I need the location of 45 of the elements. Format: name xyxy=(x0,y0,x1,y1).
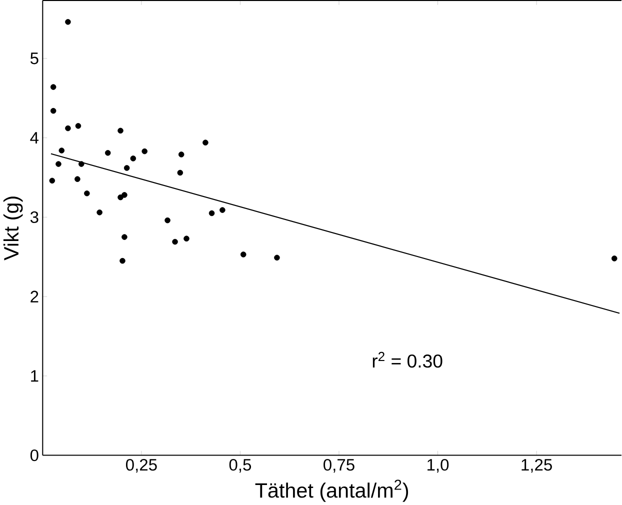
point xyxy=(142,148,148,154)
point xyxy=(120,258,126,264)
point xyxy=(75,122,82,129)
point xyxy=(118,128,124,134)
x-tick-label: 1,25 xyxy=(522,458,552,472)
y-axis-title: Vikt (g) xyxy=(3,196,23,260)
point xyxy=(202,140,208,146)
point xyxy=(208,210,215,216)
point xyxy=(84,190,90,196)
x-tick-label: 0,5 xyxy=(229,458,252,472)
point xyxy=(274,254,280,260)
point xyxy=(49,178,56,184)
x-tick-label: 0,25 xyxy=(126,458,157,472)
point xyxy=(65,125,71,132)
y-tick-label: 4 xyxy=(30,132,39,144)
y-tick-label: 5 xyxy=(30,52,38,64)
x-axis-title: Täthet (antal/m$^{2}$) xyxy=(255,480,408,502)
point xyxy=(130,155,136,162)
y-tick-label: 2 xyxy=(30,290,38,302)
point xyxy=(184,236,190,242)
y-tick-label: 0 xyxy=(30,449,38,461)
point xyxy=(164,217,170,224)
point xyxy=(78,160,84,167)
y-tick-label: 1 xyxy=(31,370,38,382)
point xyxy=(118,194,124,200)
point xyxy=(172,238,178,245)
point xyxy=(65,18,71,25)
y-tick-label: 3 xyxy=(30,211,38,223)
point xyxy=(50,108,56,114)
point xyxy=(124,164,130,171)
x-tick-label: 0,75 xyxy=(324,458,354,472)
point xyxy=(122,234,128,240)
point xyxy=(220,206,226,213)
x-tick-label: 1,0 xyxy=(428,458,449,472)
point xyxy=(177,170,184,176)
point xyxy=(56,160,62,167)
annotation: r$^{2}$ = 0.30 xyxy=(372,352,442,368)
point xyxy=(104,150,111,156)
point xyxy=(240,251,246,258)
point xyxy=(74,176,80,182)
point xyxy=(58,147,65,154)
point xyxy=(178,151,184,158)
point xyxy=(50,84,56,90)
point xyxy=(96,209,102,216)
point xyxy=(122,192,128,198)
